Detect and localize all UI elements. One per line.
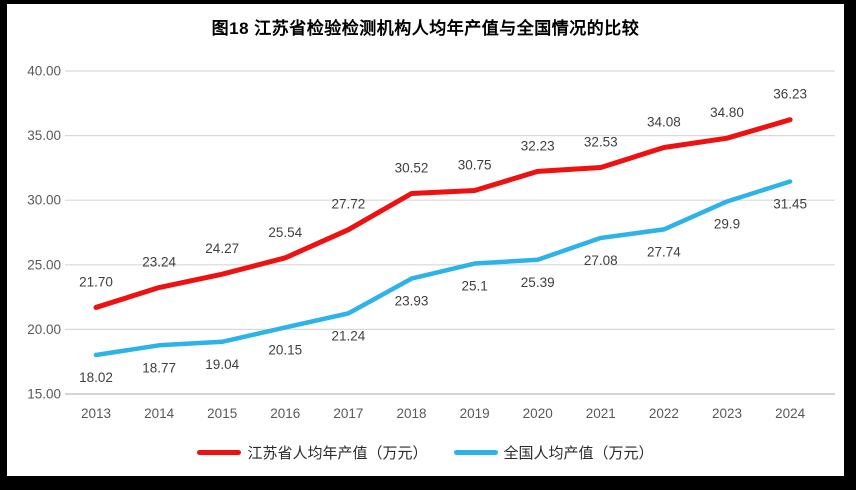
data-label: 19.04 — [205, 357, 239, 372]
data-label: 36.23 — [773, 87, 807, 102]
data-label: 25.1 — [461, 279, 487, 294]
y-tick-label: 40.00 — [27, 64, 61, 79]
data-label: 23.93 — [395, 294, 429, 309]
data-label: 27.08 — [584, 253, 618, 268]
x-tick-label: 2015 — [207, 406, 237, 421]
legend-label-jiangsu: 江苏省人均年产值（万元） — [247, 445, 428, 462]
data-label: 25.39 — [521, 275, 555, 290]
chart-legend: 江苏省人均年产值（万元） 全国人均产值（万元） — [7, 442, 844, 463]
y-tick-label: 25.00 — [27, 257, 61, 272]
x-tick-label: 2018 — [396, 406, 426, 421]
data-label: 30.52 — [395, 160, 429, 175]
y-tick-label: 30.00 — [27, 193, 61, 208]
x-tick-label: 2021 — [586, 406, 616, 421]
data-label: 34.80 — [710, 105, 744, 120]
data-label: 31.45 — [773, 196, 807, 211]
data-label: 24.27 — [205, 241, 239, 256]
legend-line-swatch-blue-icon — [453, 450, 498, 455]
legend-label-national: 全国人均产值（万元） — [503, 445, 654, 462]
data-label: 32.23 — [521, 138, 555, 153]
data-label: 30.75 — [458, 158, 492, 173]
x-tick-label: 2017 — [333, 406, 363, 421]
x-tick-label: 2013 — [81, 406, 111, 421]
x-tick-label: 2016 — [270, 406, 300, 421]
legend-item-national: 全国人均产值（万元） — [453, 442, 654, 463]
line-chart: 15.00 20.00 25.00 30.00 35.00 40.00 2013 2014 20… — [27, 64, 835, 421]
chart-canvas: 图18 江苏省检验检测机构人均年产值与全国情况的比较 15.00 20.00 25.… — [7, 4, 844, 476]
data-label: 29.9 — [714, 216, 740, 231]
data-label: 27.72 — [332, 197, 366, 212]
data-label: 27.74 — [647, 244, 681, 259]
chart-title: 图18 江苏省检验检测机构人均年产值与全国情况的比较 — [211, 19, 640, 38]
series-line-1 — [93, 179, 793, 358]
x-tick-label: 2023 — [712, 406, 742, 421]
data-label: 21.70 — [79, 274, 113, 289]
series-line-0 — [93, 117, 793, 310]
x-tick-label: 2020 — [523, 406, 553, 421]
data-label: 25.54 — [268, 225, 302, 240]
data-label: 21.24 — [332, 328, 366, 343]
legend-line-swatch-red-icon — [197, 450, 242, 455]
x-tick-label: 2022 — [649, 406, 679, 421]
x-tick-label: 2014 — [144, 406, 175, 421]
y-tick-label: 15.00 — [27, 387, 61, 402]
y-tick-label: 20.00 — [27, 322, 61, 337]
x-tick-label: 2024 — [775, 406, 806, 421]
data-label: 18.77 — [142, 360, 176, 375]
data-label: 20.15 — [268, 342, 302, 357]
data-label: 23.24 — [142, 255, 176, 270]
data-label: 34.08 — [647, 114, 681, 129]
y-tick-label: 35.00 — [27, 128, 61, 143]
data-label: 18.02 — [79, 370, 113, 385]
legend-item-jiangsu: 江苏省人均年产值（万元） — [197, 442, 428, 463]
x-tick-label: 2019 — [460, 406, 490, 421]
data-label: 32.53 — [584, 135, 618, 150]
